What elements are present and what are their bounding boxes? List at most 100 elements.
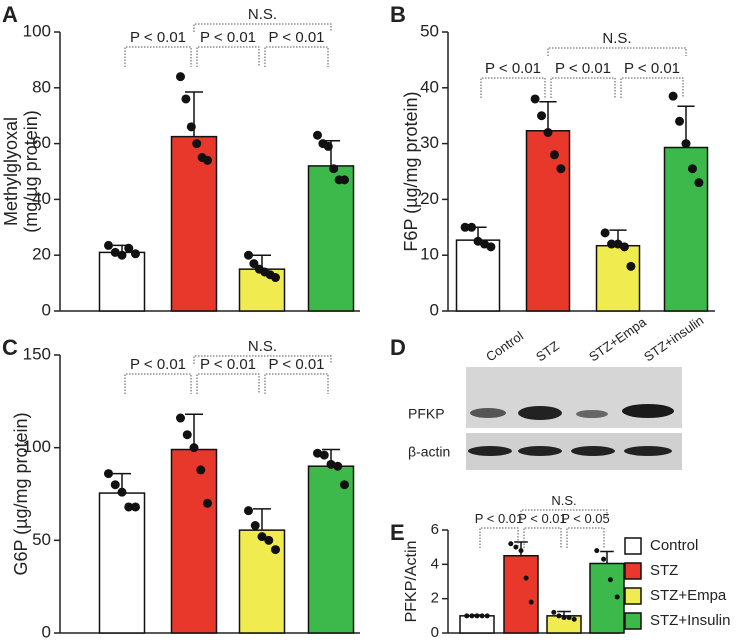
y-axis-label: (mg/µg protein): [21, 110, 41, 232]
band: [468, 446, 512, 456]
y-tick-label: 20: [32, 245, 51, 264]
comparison-label: P < 0.01: [518, 511, 567, 526]
data-point: [486, 242, 496, 252]
comparison-label: P < 0.01: [475, 511, 524, 526]
band: [624, 446, 672, 456]
data-point: [460, 222, 470, 232]
legend-swatch: [624, 612, 642, 630]
data-point: [694, 178, 704, 188]
y-tick-label: 100: [23, 21, 51, 40]
data-point: [469, 613, 475, 619]
comparison-label: P < 0.01: [268, 29, 324, 46]
data-point: [203, 155, 212, 165]
comparison-bracket: [264, 373, 329, 394]
legend-swatch: [624, 562, 642, 580]
data-point: [319, 450, 329, 460]
data-point: [601, 556, 607, 562]
y-tick-label: 0: [42, 622, 51, 641]
y-tick-label: 0: [431, 624, 439, 641]
data-point: [340, 175, 349, 185]
panel-label: A: [2, 2, 18, 27]
data-point: [323, 141, 333, 151]
comparison-label: N.S.: [248, 6, 277, 23]
data-point: [271, 273, 280, 283]
panel-label: B: [390, 2, 406, 27]
legend-swatch: [624, 537, 642, 555]
data-point: [508, 541, 514, 547]
data-point: [124, 502, 134, 512]
data-point: [117, 487, 127, 497]
data-point: [176, 72, 185, 82]
y-axis-label: F6P (µg/mg protein): [401, 91, 421, 251]
data-point: [104, 469, 113, 479]
data-point: [479, 613, 485, 619]
legend-label: Control: [650, 537, 698, 554]
data-point: [607, 239, 617, 249]
band: [518, 406, 562, 420]
comparison-bracket: [196, 46, 260, 67]
data-point: [600, 228, 610, 238]
data-point: [687, 164, 697, 174]
comparison-bracket: [479, 527, 519, 548]
comparison-bracket: [566, 527, 605, 548]
bar: [98, 492, 146, 634]
bar: [238, 529, 286, 634]
y-axis-label: PFKP/Actin: [403, 541, 420, 623]
data-point: [131, 502, 140, 512]
error-bar: [539, 101, 557, 131]
data-point: [186, 122, 196, 132]
data-point: [537, 111, 547, 121]
data-point: [467, 222, 477, 232]
data-point: [523, 575, 529, 581]
data-point: [484, 613, 490, 619]
y-tick-label: 100: [23, 437, 51, 456]
data-point: [561, 615, 567, 621]
data-point: [551, 609, 557, 615]
data-point: [104, 240, 113, 250]
data-point: [182, 430, 192, 440]
bar: [98, 251, 146, 312]
comparison-bracket: [193, 23, 332, 32]
comparison-bracket: [520, 509, 608, 518]
comparison-bracket: [620, 77, 684, 98]
data-point: [619, 242, 629, 252]
y-tick-label: 150: [23, 344, 51, 363]
y-tick-label: 0: [42, 300, 51, 319]
comparison-label: P < 0.01: [200, 356, 256, 373]
data-point: [474, 613, 480, 619]
lane-label: STZ+Empa: [586, 314, 649, 365]
comparison-label: P < 0.01: [130, 29, 186, 46]
data-point: [681, 139, 691, 149]
bar: [307, 465, 355, 634]
bar: [503, 555, 539, 634]
data-point: [192, 139, 202, 149]
y-tick-label: 6: [431, 521, 439, 538]
western-blot: [466, 367, 682, 470]
comparison-label: P < 0.01: [130, 356, 186, 373]
panel-label: D: [390, 335, 406, 360]
comparison-bracket: [124, 373, 192, 394]
band: [518, 446, 562, 456]
data-point: [668, 91, 678, 101]
data-point: [264, 535, 274, 545]
data-point: [528, 599, 534, 605]
data-point: [543, 127, 553, 137]
panel-label: E: [390, 520, 405, 545]
data-point: [614, 594, 620, 600]
blot-strip: [466, 367, 682, 428]
data-point: [196, 465, 206, 475]
y-tick-label: 50: [32, 530, 51, 549]
legend-label: STZ+Empa: [650, 587, 727, 604]
y-tick-label: 0: [430, 300, 439, 319]
band: [622, 404, 674, 418]
data-point: [313, 130, 322, 140]
data-point: [530, 94, 540, 104]
data-point: [131, 249, 140, 259]
comparison-bracket: [124, 46, 192, 67]
y-tick-label: 4: [431, 555, 439, 572]
comparison-label: N.S.: [248, 338, 277, 355]
data-point: [675, 116, 685, 126]
data-point: [249, 259, 259, 269]
comparison-label: P < 0.01: [485, 60, 541, 77]
legend-label: STZ+Insulin: [650, 612, 730, 629]
